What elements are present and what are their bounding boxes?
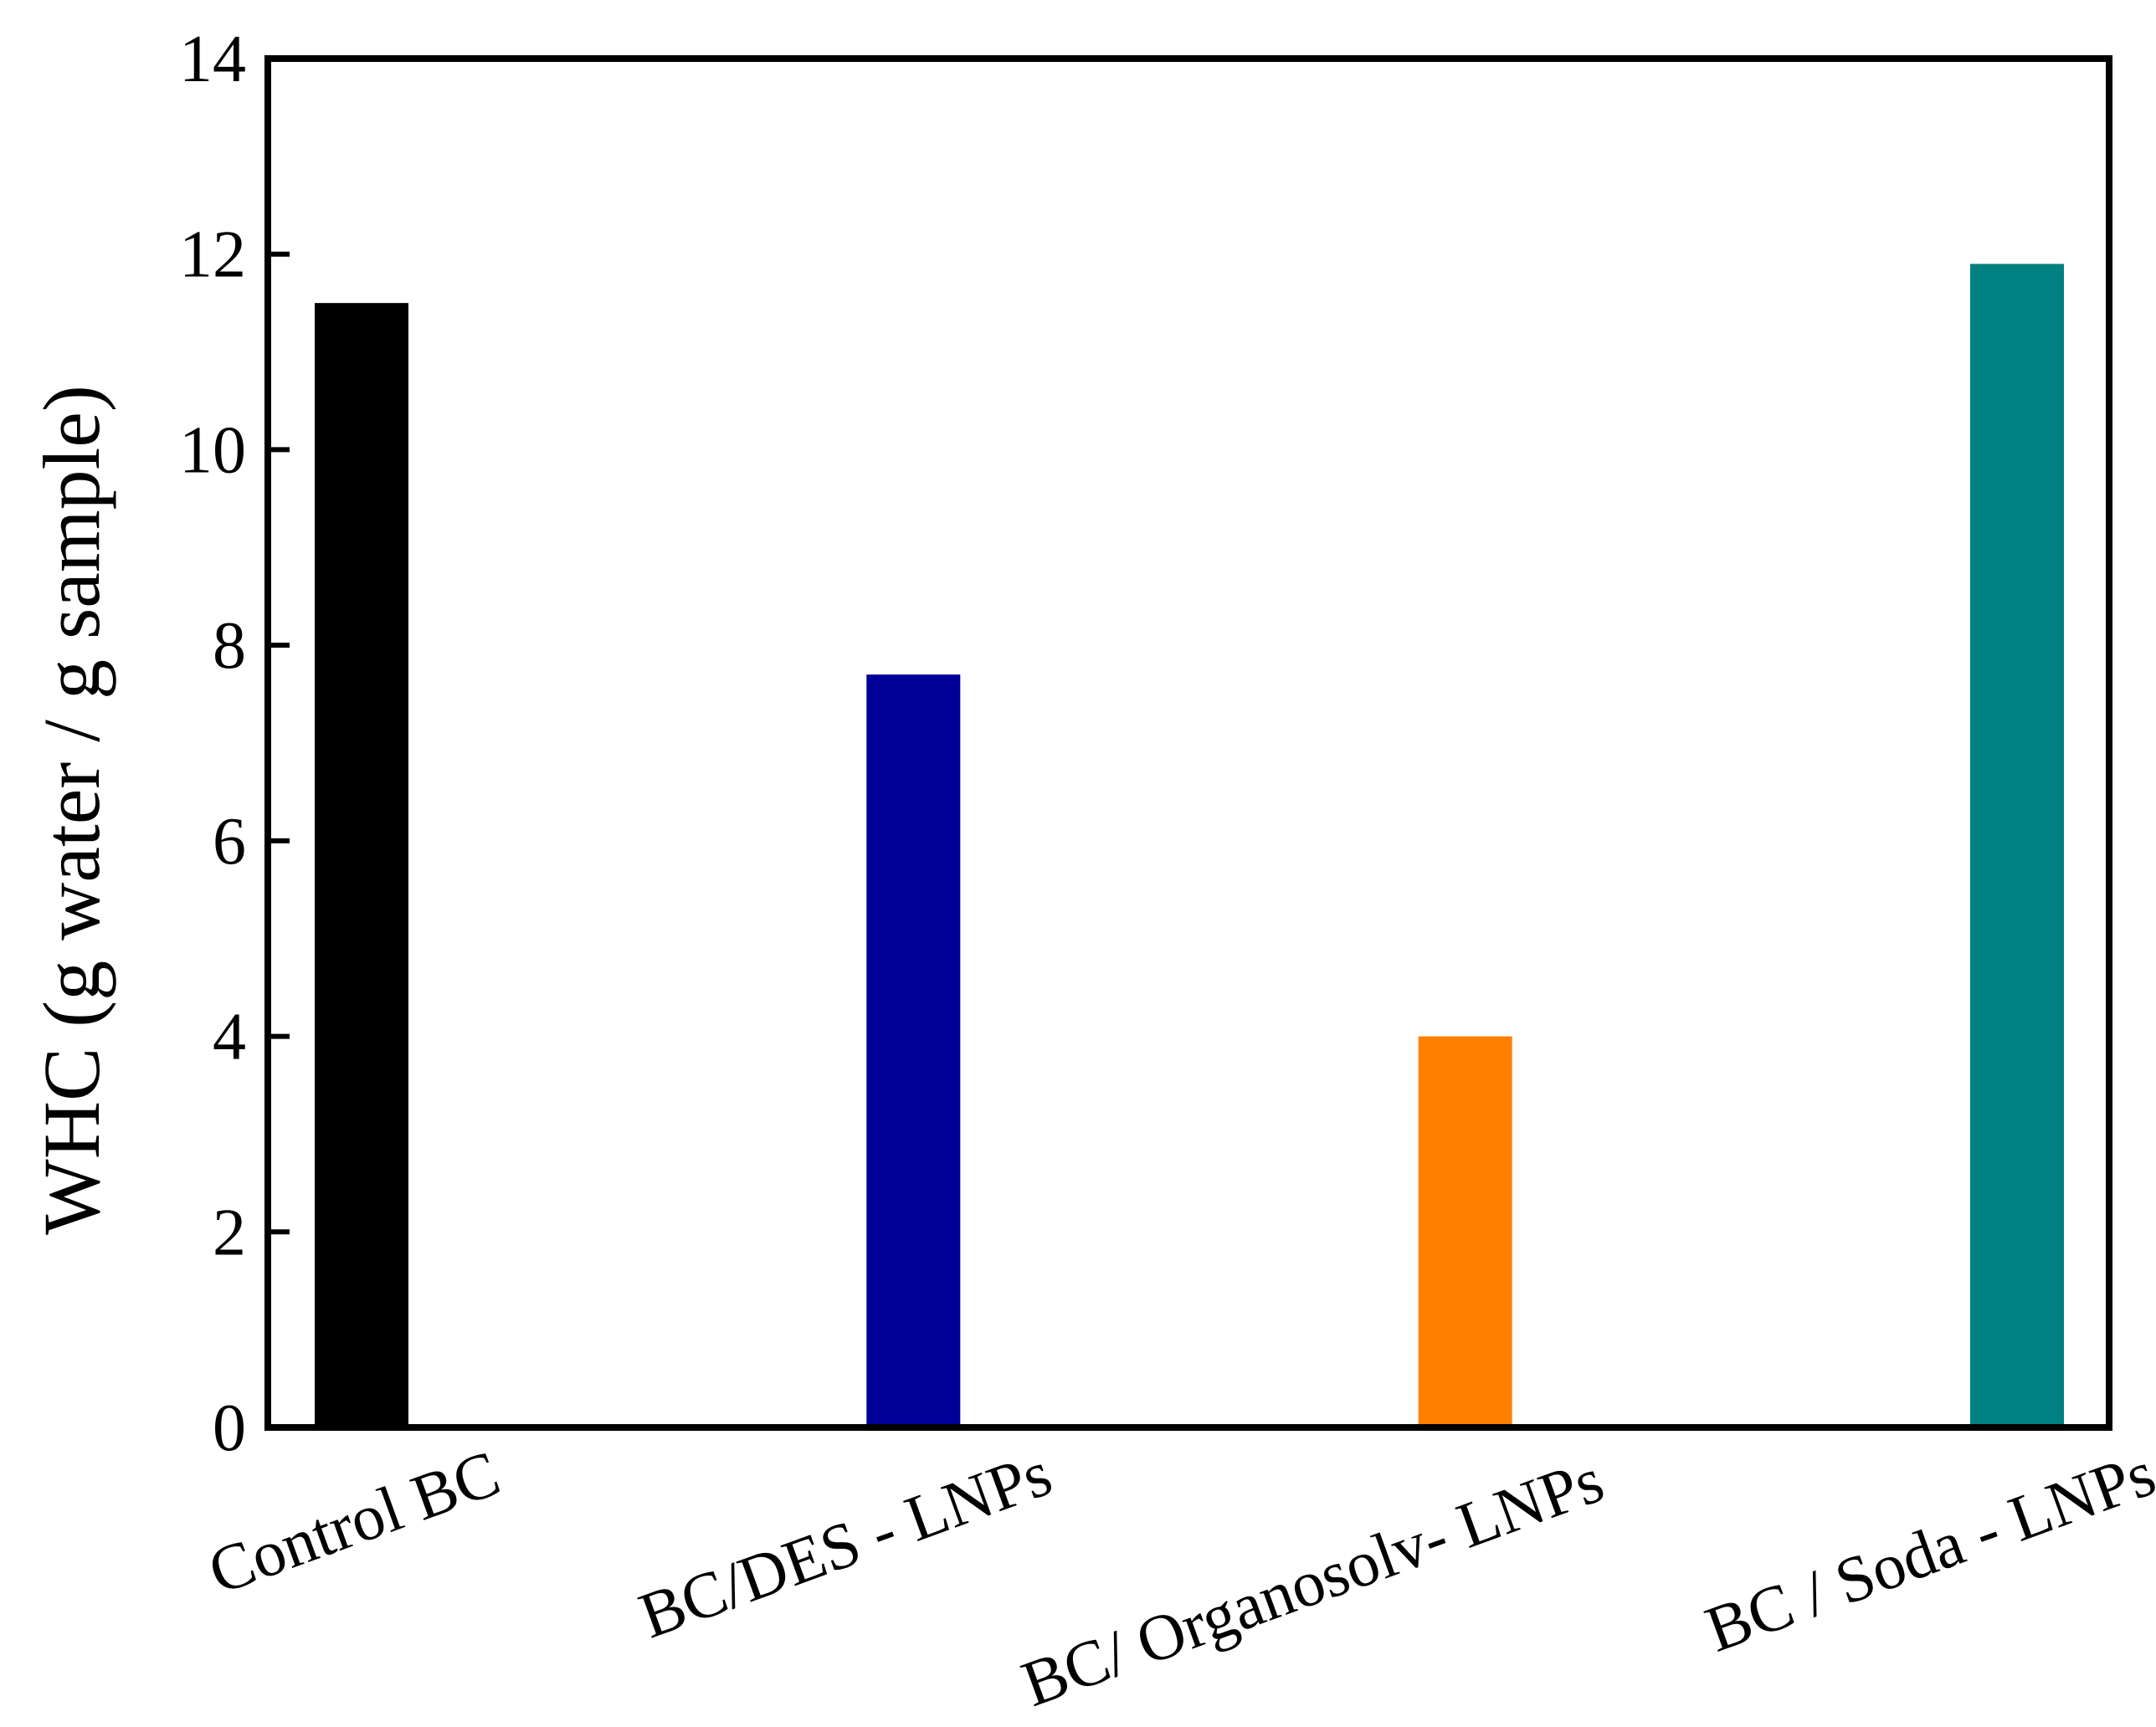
bars-group: [315, 264, 2064, 1428]
x-category-label: BC/DES - LNPs: [630, 1436, 1060, 1652]
y-tick-label: 12: [179, 218, 246, 292]
bar-2: [866, 674, 961, 1427]
bar-1: [315, 303, 408, 1428]
y-tick-label: 8: [213, 609, 246, 683]
y-axis-ticks: 0 2 4 6 8 10 12 14: [179, 23, 290, 1465]
bar-4: [1970, 264, 2064, 1427]
x-category-label: BC/ Organosolv- LNPs: [1013, 1443, 1613, 1720]
y-tick-label: 0: [213, 1391, 246, 1465]
y-tick-label: 10: [179, 413, 246, 487]
y-axis-title: WHC (g water / g sample): [27, 385, 116, 1235]
x-category-label: BC / Soda - LNPs: [1697, 1436, 2156, 1665]
y-tick-label: 2: [213, 1196, 246, 1269]
plot-frame: [264, 55, 2112, 1431]
y-tick-label: 6: [213, 805, 246, 879]
y-tick-label: 14: [179, 23, 246, 96]
bar-3: [1418, 1036, 1512, 1427]
y-tick-label: 4: [213, 1001, 246, 1074]
